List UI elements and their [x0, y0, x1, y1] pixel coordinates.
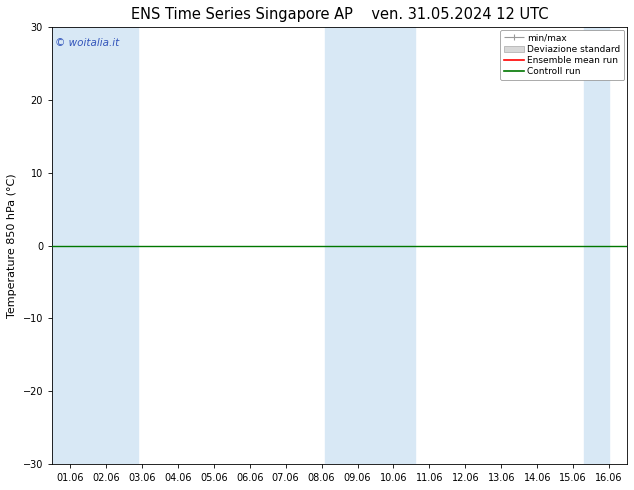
- Title: ENS Time Series Singapore AP    ven. 31.05.2024 12 UTC: ENS Time Series Singapore AP ven. 31.05.…: [131, 7, 548, 22]
- Bar: [584, 27, 609, 464]
- Legend: min/max, Deviazione standard, Ensemble mean run, Controll run: min/max, Deviazione standard, Ensemble m…: [500, 30, 624, 80]
- Y-axis label: Temperature 850 hPa (°C): Temperature 850 hPa (°C): [7, 173, 17, 318]
- Bar: [325, 27, 415, 464]
- Bar: [52, 27, 138, 464]
- Text: © woitalia.it: © woitalia.it: [55, 38, 119, 48]
